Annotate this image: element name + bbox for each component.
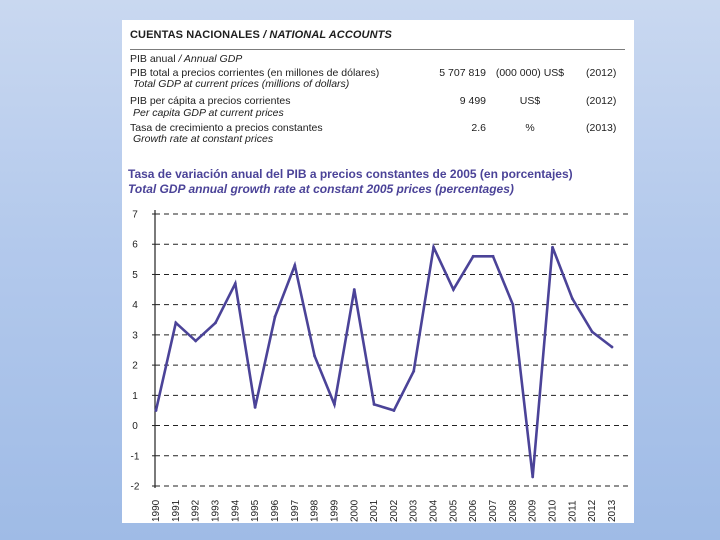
gdp-total-label: PIB total a precios corrientes (en millo… [130, 67, 380, 79]
gdp-total-year: (2012) [586, 67, 617, 79]
gdp-total-unit: (000 000) US$ [495, 67, 565, 79]
x-tick-label: 2008 [508, 499, 519, 522]
data-point-1999 [333, 403, 336, 406]
data-point-1995 [253, 406, 257, 409]
x-tick-label: 2012 [587, 499, 598, 522]
growth-rate-label-en: Growth rate at constant prices [133, 133, 274, 145]
y-tick-label: 6 [132, 240, 138, 251]
x-tick-label: 1993 [210, 499, 221, 522]
x-tick-label: 1997 [290, 499, 301, 522]
growth-rate-value: 2.6 [471, 122, 486, 134]
section-english: / Annual GDP [178, 53, 243, 65]
x-tick-label: 1995 [250, 499, 261, 522]
gdp-per-capita-label: PIB per cápita a precios corrientes [130, 95, 291, 107]
gdp-growth-series-line [154, 242, 613, 478]
annual-gdp-section: PIB anual / Annual GDP [130, 53, 242, 65]
data-point-2001 [372, 403, 376, 406]
header-divider [130, 49, 625, 50]
x-tick-label: 2005 [448, 499, 459, 522]
data-point-2003 [412, 369, 416, 373]
section-spanish: PIB anual [130, 53, 176, 65]
gdp-growth-chart-panel: Tasa de variación anual del PIB a precio… [122, 156, 634, 523]
growth-rate-unit: % [525, 122, 535, 134]
y-tick-label: 7 [132, 210, 138, 221]
data-point-2000 [352, 288, 356, 291]
data-point-1998 [313, 354, 317, 358]
data-point-1993 [214, 321, 217, 325]
x-tick-label: 2013 [607, 499, 618, 522]
gdp-total-label-en: Total GDP at current prices (millions of… [133, 78, 350, 90]
data-point-2006 [471, 254, 475, 258]
data-point-1994 [233, 282, 237, 285]
x-tick-label: 2004 [429, 499, 440, 522]
x-tick-label: 1994 [230, 499, 241, 522]
data-point-2002 [392, 409, 396, 412]
data-point-2011 [570, 297, 574, 301]
header-english: / NATIONAL ACCOUNTS [263, 29, 392, 41]
gdp-per-capita-unit: US$ [519, 95, 541, 107]
national-accounts-panel: CUENTAS NACIONALES / NATIONAL ACCOUNTS P… [122, 20, 634, 162]
gdp-per-capita-value: 9 499 [459, 95, 486, 107]
x-tick-label: 1999 [329, 499, 340, 522]
gdp-per-capita-label-en: Per capita GDP at current prices [133, 107, 284, 119]
national-accounts-header: CUENTAS NACIONALES / NATIONAL ACCOUNTS [130, 29, 392, 41]
data-point-2012 [590, 330, 594, 334]
data-point-1990 [154, 409, 158, 412]
gdp-growth-line-chart: 7 6 5 4 3 2 1 0 -1 -2 1990 1991 1992 1993 1994 1995 1996… [131, 210, 630, 522]
country-profile-card: CUENTAS NACIONALES / NATIONAL ACCOUNTS P… [122, 20, 634, 523]
y-tick-label: 2 [132, 361, 138, 372]
header-spanish: CUENTAS NACIONALES [130, 29, 260, 41]
x-tick-label: 2007 [488, 499, 499, 522]
x-tick-label: 2010 [548, 499, 559, 522]
x-tick-label: 1998 [310, 499, 321, 522]
data-point-1997 [293, 263, 297, 267]
data-point-2009 [531, 475, 535, 479]
data-point-2010 [551, 245, 554, 249]
data-point-2005 [451, 288, 455, 291]
x-tick-label: 2003 [409, 499, 420, 522]
y-tick-label: -2 [131, 482, 140, 493]
y-tick-label: -1 [131, 451, 140, 462]
growth-rate-label: Tasa de crecimiento a precios constantes [130, 122, 323, 134]
x-tick-label: 2006 [468, 499, 479, 522]
data-point-1991 [174, 321, 178, 325]
data-point-2007 [491, 254, 495, 258]
x-tick-label: 1990 [151, 499, 162, 522]
x-tick-label: 1991 [171, 499, 182, 522]
x-tick-label: 2000 [349, 499, 360, 522]
x-tick-label: 1992 [191, 499, 202, 522]
y-tick-label: 3 [132, 330, 138, 341]
y-tick-label: 0 [132, 421, 138, 432]
data-point-2008 [511, 303, 515, 307]
y-tick-label: 1 [132, 391, 138, 402]
y-tick-label: 4 [132, 300, 138, 311]
x-tick-label: 1996 [270, 499, 281, 522]
x-tick-label: 2001 [369, 499, 380, 522]
gdp-per-capita-year: (2012) [586, 95, 617, 107]
chart-title: Tasa de variación anual del PIB a precio… [128, 167, 573, 181]
y-tick-label: 5 [132, 270, 138, 281]
data-point-2013 [610, 345, 614, 349]
x-tick-label: 2011 [567, 500, 578, 522]
data-point-1992 [194, 339, 198, 343]
growth-rate-year: (2013) [586, 122, 617, 134]
data-point-1996 [273, 315, 277, 319]
gdp-total-value: 5 707 819 [439, 67, 486, 79]
chart-subtitle: Total GDP annual growth rate at constant… [128, 182, 514, 196]
x-tick-label: 2009 [528, 499, 539, 522]
data-point-2004 [432, 245, 435, 249]
x-tick-label: 2002 [389, 499, 400, 522]
